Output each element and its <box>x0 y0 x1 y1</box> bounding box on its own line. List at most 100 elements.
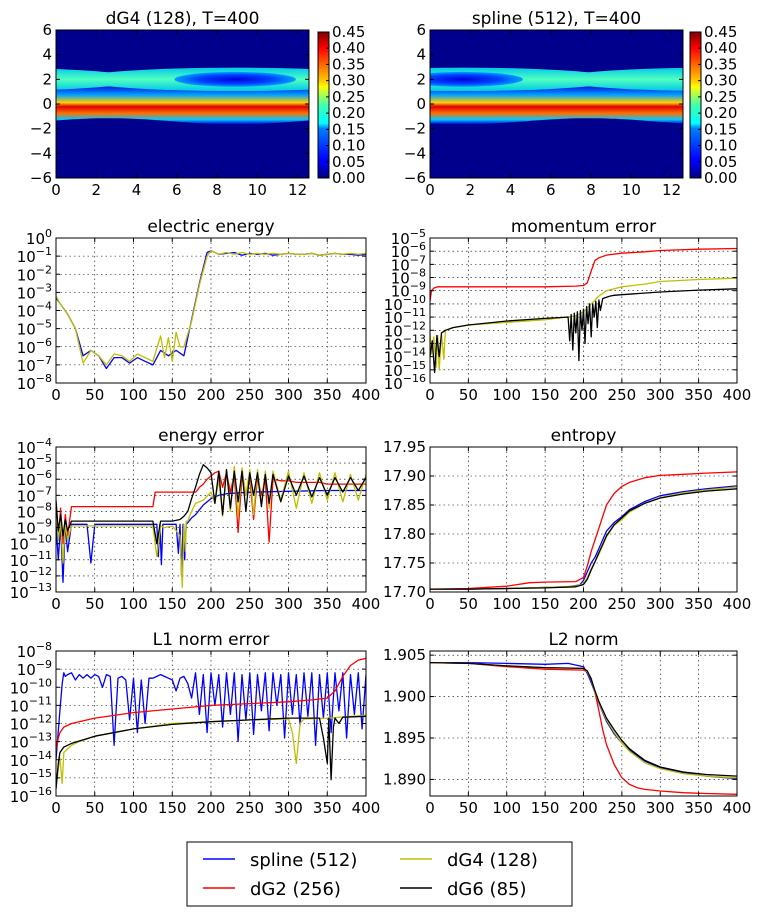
heatmap-spline: 0 2 4 6 8 10 12 −6 −4 −2 0 2 4 6 spline (512), T=400 0.… <box>404 9 738 199</box>
heatmap-vortex-band-wrap <box>558 67 683 91</box>
heatmap-title: dG4 (128), T=400 <box>106 9 260 29</box>
y-tick-label: 10−13 <box>384 332 426 353</box>
x-tick-label: 50 <box>85 386 104 404</box>
y-tick-label: 17.75 <box>383 554 426 572</box>
y-tick-label: 6 <box>416 21 426 39</box>
x-tick-label: 100 <box>492 799 521 817</box>
y-tick-label: 2 <box>416 70 426 88</box>
chart-momentum-error: 0 50 100 150 200 250 300 350 400 10−510−610−710−8… <box>384 217 752 404</box>
colorbar-tick-label: 0.45 <box>704 23 737 41</box>
x-tick-label: 400 <box>723 595 752 613</box>
y-tick-label: 6 <box>42 21 52 39</box>
colorbar-tick-label: 0.25 <box>332 88 365 106</box>
series-line-dg2 <box>430 471 737 590</box>
y-tick-label: 17.85 <box>383 496 426 514</box>
y-tick-label: 10−15 <box>384 359 426 380</box>
x-tick-label: 200 <box>197 799 226 817</box>
y-tick-label: 10−16 <box>10 785 52 806</box>
chart-title: entropy <box>551 426 617 446</box>
x-tick-label: 400 <box>723 799 752 817</box>
y-tick-label: 10−5 <box>17 318 52 339</box>
y-tick-label: 10−7 <box>17 354 52 375</box>
y-tick-label: 0 <box>416 95 426 113</box>
series-group <box>56 464 366 588</box>
x-tick-label: 400 <box>723 386 752 404</box>
y-tick-label: 10−13 <box>10 731 52 752</box>
y-tick-label: 1.895 <box>383 729 426 747</box>
x-tick-label: 300 <box>274 386 303 404</box>
y-tick-label: 10−11 <box>10 549 52 570</box>
y-tick-label: 10−13 <box>10 581 52 602</box>
x-tick-label: 0 <box>425 799 435 817</box>
x-tick-label: 300 <box>646 799 675 817</box>
colorbar-tick-label: 0.15 <box>704 120 737 138</box>
y-tick-label: 10−3 <box>17 281 52 302</box>
heatmap-vortex-core <box>430 71 523 87</box>
x-tick-label: 100 <box>492 595 521 613</box>
colorbar-tick-label: 0.05 <box>704 153 737 171</box>
y-tick-label: 17.80 <box>383 525 426 543</box>
y-tick-label: 10−8 <box>17 640 52 661</box>
y-tick-label: 1.905 <box>383 646 426 664</box>
chart-energy-error: 0 50 100 150 200 250 300 350 400 10−410−510−610−7… <box>10 426 381 613</box>
y-tick-label: 10−11 <box>10 694 52 715</box>
y-tick-label: 10−8 <box>17 500 52 521</box>
colorbar-tick-label: 0.10 <box>332 137 365 155</box>
y-tick-label: 100 <box>26 227 52 248</box>
heatmap-spline-field <box>430 30 683 178</box>
x-tick-label: 4 <box>506 181 516 199</box>
y-tick-label: 10−4 <box>17 436 52 457</box>
y-tick-label: 10−11 <box>384 306 426 327</box>
series-line-dg6 <box>56 464 366 545</box>
x-tick-label: 0 <box>51 181 61 199</box>
x-tick-label: 350 <box>313 386 342 404</box>
chart-l2-norm: 0 50 100 150 200 250 300 350 400 1.905 1.900 1.895 1… <box>383 630 751 817</box>
y-tick-label: −6 <box>30 169 52 187</box>
chart-l1-norm-error: 0 50 100 150 200 250 300 350 40010−810−910−1010−… <box>10 630 381 817</box>
x-tick-label: 50 <box>85 799 104 817</box>
x-tick-label: 0 <box>425 386 435 404</box>
series-line-dg6 <box>430 488 737 590</box>
series-group <box>430 247 737 374</box>
x-tick-label: 350 <box>313 595 342 613</box>
colorbar-tick-label: 0.00 <box>332 169 365 187</box>
y-tick-label: 10−6 <box>17 468 52 489</box>
x-tick-label: 0 <box>51 595 61 613</box>
x-tick-label: 50 <box>85 595 104 613</box>
x-tick-label: 200 <box>569 386 598 404</box>
y-tick-label: 10−8 <box>17 372 52 393</box>
colorbar-tick-label: 0.35 <box>332 55 365 73</box>
y-tick-label: −6 <box>404 169 426 187</box>
colorbar-tick-label: 0.40 <box>332 39 365 57</box>
legend-label-dg4: dG4 (128) <box>447 850 538 871</box>
x-tick-label: 150 <box>531 799 560 817</box>
series-group <box>430 661 737 795</box>
y-tick-label: −2 <box>30 120 52 138</box>
colorbar-tick-label: 0.10 <box>704 137 737 155</box>
series-line-dg2 <box>56 657 366 751</box>
x-tick-label: 10 <box>248 181 267 199</box>
y-tick-label: 10−16 <box>384 372 426 393</box>
heatmap-vortex-core <box>174 71 296 87</box>
y-tick-label: −4 <box>404 144 426 162</box>
y-tick-label: 10−5 <box>391 227 426 248</box>
y-tick-label: 10−10 <box>10 676 52 697</box>
y-tick-label: 1.890 <box>383 770 426 788</box>
series-line-dg6 <box>56 715 366 789</box>
series-line-dg6 <box>430 288 737 374</box>
x-tick-label: 150 <box>531 386 560 404</box>
y-tick-label: 10−7 <box>17 484 52 505</box>
y-tick-label: 10−12 <box>10 565 52 586</box>
colorbar <box>689 31 702 179</box>
x-tick-label: 150 <box>531 595 560 613</box>
colorbar-tick-label: 0.35 <box>704 55 737 73</box>
colorbar-tick-label: 0.00 <box>704 169 737 187</box>
x-tick-label: 350 <box>684 595 713 613</box>
x-tick-label: 8 <box>212 181 222 199</box>
y-tick-label: 17.70 <box>383 583 426 601</box>
x-tick-label: 50 <box>459 386 478 404</box>
x-tick-label: 200 <box>197 386 226 404</box>
x-tick-label: 150 <box>158 799 187 817</box>
y-tick-label: 10−12 <box>384 319 426 340</box>
